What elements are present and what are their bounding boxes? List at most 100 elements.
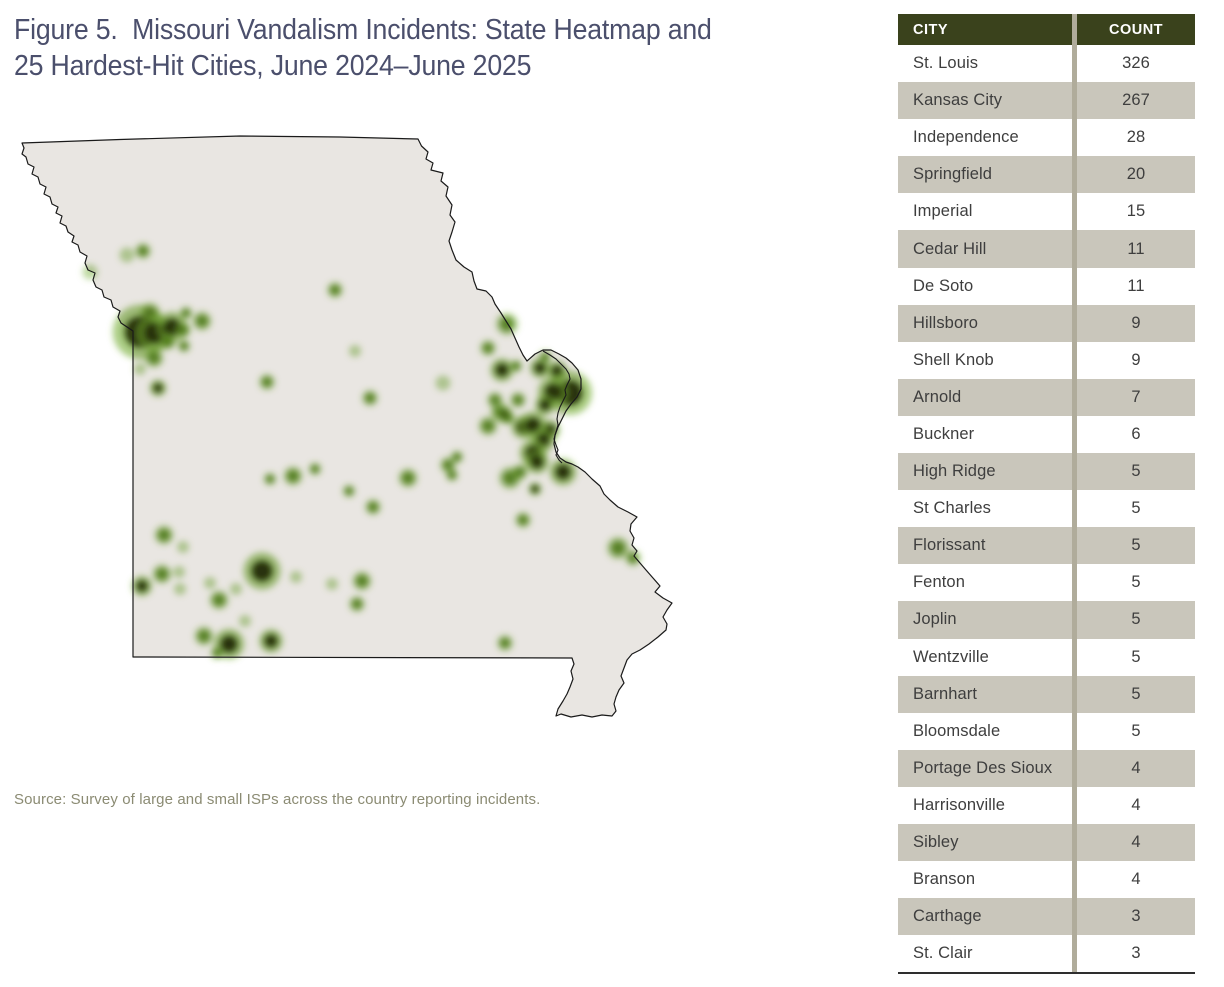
heat-point — [136, 580, 148, 592]
missouri-heatmap-map — [21, 135, 673, 718]
count-cell: 7 — [1131, 387, 1141, 406]
heat-point — [330, 285, 340, 295]
heat-point — [500, 638, 510, 648]
city-cell: Harrisonville — [913, 795, 1006, 814]
count-cell: 4 — [1131, 758, 1141, 777]
table-row: Wentzville 5 — [898, 638, 1195, 676]
heat-point — [611, 541, 625, 555]
table-row: Barnhart 5 — [898, 675, 1195, 713]
heat-point — [349, 345, 361, 357]
count-cell: 5 — [1131, 610, 1141, 629]
heat-point — [628, 553, 638, 563]
heat-point — [402, 472, 414, 484]
city-cell: Cedar Hill — [913, 239, 987, 258]
heat-point — [435, 375, 451, 391]
count-cell: 11 — [1127, 239, 1145, 258]
table-row: Hillsboro 9 — [898, 304, 1195, 342]
count-cell: 5 — [1131, 684, 1141, 703]
heat-point — [365, 393, 375, 403]
city-cell: Barnhart — [913, 684, 978, 703]
heat-point — [290, 571, 302, 583]
heat-point — [213, 649, 221, 657]
table-row: Fenton 5 — [898, 564, 1195, 602]
count-cell: 6 — [1131, 424, 1141, 443]
heat-point — [196, 315, 208, 327]
heat-point — [345, 487, 353, 495]
table-row: St. Louis 326 — [898, 45, 1195, 83]
table-row: Buckner 6 — [898, 415, 1195, 454]
table-row: Imperial 15 — [898, 193, 1195, 231]
heat-point — [326, 578, 338, 590]
figure-title: Figure 5. Missouri Vandalism Incidents: … — [14, 12, 879, 84]
heat-point — [500, 317, 514, 331]
header-city: CITY — [913, 21, 949, 38]
heat-point — [534, 362, 546, 374]
table-row: Florissant 5 — [898, 527, 1195, 565]
table-row: Sibley 4 — [898, 823, 1195, 862]
table-row: St Charles 5 — [898, 490, 1195, 528]
heat-point — [262, 377, 272, 387]
city-cell: De Soto — [913, 276, 974, 295]
missouri-state-outline — [21, 135, 673, 718]
count-cell: 20 — [1126, 165, 1146, 184]
table-row: Bloomsdale 5 — [898, 712, 1195, 750]
heat-point — [220, 635, 238, 653]
city-cell: Bloomsdale — [913, 721, 1001, 740]
heat-point — [264, 634, 278, 648]
heat-point — [515, 467, 525, 477]
city-count-table: CITY COUNT St. Louis 326 Kansas City 267 Ind… — [898, 14, 1195, 975]
count-cell: 3 — [1131, 907, 1141, 926]
heat-point — [352, 599, 362, 609]
heat-point — [539, 399, 551, 411]
table-row: Joplin 5 — [898, 601, 1195, 639]
table-row: Kansas City 267 — [898, 82, 1195, 120]
count-cell: 5 — [1131, 721, 1141, 740]
heat-point — [138, 246, 148, 256]
heat-point — [251, 560, 273, 582]
table-row: High Ridge 5 — [898, 453, 1195, 491]
city-cell: High Ridge — [913, 462, 996, 481]
heat-point — [119, 247, 135, 263]
table-header-row: CITY COUNT — [898, 14, 1195, 45]
heat-point — [448, 471, 456, 479]
count-cell: 267 — [1122, 91, 1150, 110]
city-cell: Carthage — [913, 907, 982, 926]
city-cell: Joplin — [913, 610, 957, 629]
city-cell: Buckner — [913, 424, 975, 443]
count-cell: 15 — [1126, 202, 1146, 221]
heat-point — [513, 395, 523, 405]
city-cell: Independence — [913, 128, 1019, 147]
heat-point — [158, 529, 170, 541]
city-cell: Hillsboro — [913, 313, 979, 332]
city-cell: Wentzville — [913, 647, 989, 666]
city-cell: Florissant — [913, 536, 986, 555]
table-row: Carthage 3 — [898, 898, 1195, 936]
count-cell: 9 — [1131, 350, 1141, 369]
heat-point — [531, 485, 539, 493]
count-cell: 28 — [1126, 128, 1146, 147]
count-cell: 11 — [1127, 276, 1145, 295]
heat-point — [453, 453, 461, 461]
count-cell: 5 — [1131, 499, 1141, 518]
heatmap-blobs — [82, 243, 641, 660]
city-cell: Arnold — [913, 387, 962, 406]
heat-point — [518, 515, 528, 525]
heat-point — [213, 594, 225, 606]
heat-point — [177, 541, 189, 553]
count-cell: 3 — [1131, 944, 1141, 963]
heat-point — [490, 395, 500, 405]
heat-point — [204, 577, 216, 589]
heat-point — [311, 465, 319, 473]
figure-title-line1: Figure 5. Missouri Vandalism Incidents: … — [14, 14, 712, 46]
count-cell: 9 — [1131, 313, 1141, 332]
heat-point — [287, 470, 299, 482]
heat-point — [525, 417, 541, 433]
heat-point — [483, 343, 493, 353]
count-cell: 4 — [1131, 870, 1141, 889]
column-divider — [1072, 14, 1077, 973]
heat-point — [368, 502, 378, 512]
city-cell: St Charles — [913, 499, 992, 518]
heat-point — [504, 414, 512, 422]
heat-point — [356, 575, 368, 587]
